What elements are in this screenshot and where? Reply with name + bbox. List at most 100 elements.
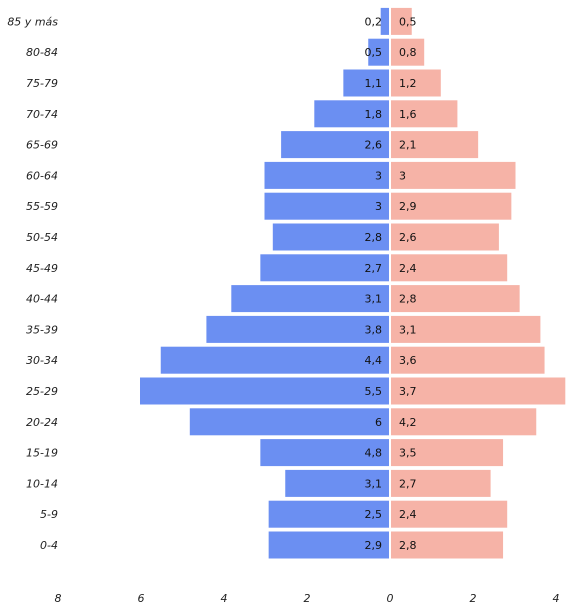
data-label-left-1: 0,5 <box>365 46 383 59</box>
bar-left-5 <box>264 161 389 189</box>
age-group-label-0: 85 y más <box>7 15 58 28</box>
age-group-label-5: 60-64 <box>26 169 58 182</box>
data-label-right-9: 2,8 <box>399 293 417 306</box>
bar-left-0 <box>380 7 389 35</box>
bar-left-16 <box>268 500 389 528</box>
age-group-label-8: 45-49 <box>26 262 58 275</box>
bar-left-3 <box>314 100 389 128</box>
age-group-label-17: 0-4 <box>40 539 58 552</box>
bar-left-12 <box>140 377 389 405</box>
bar-left-9 <box>231 285 389 313</box>
x-tick-label-4: 0 <box>387 592 394 605</box>
data-label-right-5: 3 <box>399 169 406 182</box>
data-label-right-1: 0,8 <box>399 46 417 59</box>
bar-right-7 <box>391 223 499 251</box>
age-group-label-16: 5-9 <box>40 508 58 521</box>
data-label-right-3: 1,6 <box>399 108 417 121</box>
age-group-label-1: 80-84 <box>26 46 58 59</box>
age-group-label-7: 50-54 <box>26 231 58 244</box>
bar-right-6 <box>391 192 512 220</box>
bar-right-8 <box>391 254 508 282</box>
bar-right-0 <box>391 7 412 35</box>
x-tick-label-2: 4 <box>221 592 228 605</box>
data-label-left-13: 6 <box>375 416 382 429</box>
data-label-right-0: 0,5 <box>399 15 417 28</box>
bar-left-15 <box>285 469 389 497</box>
age-group-label-15: 10-14 <box>26 477 58 490</box>
x-tick-label-6: 4 <box>553 592 560 605</box>
data-label-right-4: 2,1 <box>399 139 417 152</box>
age-group-label-14: 15-19 <box>26 447 58 460</box>
data-label-right-8: 2,4 <box>399 262 417 275</box>
bars-layer <box>140 7 566 559</box>
bar-right-15 <box>391 469 491 497</box>
age-group-label-11: 30-34 <box>26 354 58 367</box>
data-label-right-15: 2,7 <box>399 477 417 490</box>
bar-right-5 <box>391 161 516 189</box>
age-group-label-6: 55-59 <box>26 200 58 213</box>
bar-right-17 <box>391 531 504 559</box>
age-group-label-9: 40-44 <box>26 293 58 306</box>
data-label-right-17: 2,8 <box>399 539 417 552</box>
age-group-label-3: 70-74 <box>26 108 58 121</box>
bar-right-9 <box>391 285 520 313</box>
bar-right-4 <box>391 131 479 159</box>
bar-right-11 <box>391 346 545 374</box>
x-tick-label-0: 8 <box>55 592 62 605</box>
bar-right-10 <box>391 315 541 343</box>
age-group-label-13: 20-24 <box>26 416 58 429</box>
bar-left-1 <box>368 38 389 66</box>
bar-left-7 <box>272 223 389 251</box>
data-label-right-13: 4,2 <box>399 416 417 429</box>
data-label-left-9: 3,1 <box>365 293 383 306</box>
data-label-left-6: 3 <box>375 200 382 213</box>
x-tick-label-1: 6 <box>138 592 145 605</box>
data-label-left-14: 4,8 <box>365 447 383 460</box>
data-label-left-0: 0,2 <box>365 15 383 28</box>
data-label-left-8: 2,7 <box>365 262 383 275</box>
data-label-left-11: 4,4 <box>365 354 383 367</box>
age-group-label-2: 75-79 <box>26 77 58 90</box>
bar-left-17 <box>268 531 389 559</box>
data-label-right-7: 2,6 <box>399 231 417 244</box>
age-group-label-4: 65-69 <box>26 139 58 152</box>
data-label-right-12: 3,7 <box>399 385 417 398</box>
age-labels-layer: 85 y más 80-84 75-79 70-74 65-69 60-64 55-59 50… <box>7 15 58 552</box>
bar-left-14 <box>260 439 389 467</box>
x-tick-label-3: 2 <box>304 592 311 605</box>
bar-left-13 <box>189 408 389 436</box>
bar-right-12 <box>391 377 566 405</box>
data-label-left-15: 3,1 <box>365 477 383 490</box>
bar-left-10 <box>206 315 389 343</box>
data-label-left-2: 1,1 <box>365 77 383 90</box>
data-label-left-7: 2,8 <box>365 231 383 244</box>
bar-left-4 <box>281 131 389 159</box>
bar-right-13 <box>391 408 537 436</box>
bar-left-2 <box>343 69 389 97</box>
bar-right-1 <box>391 38 425 66</box>
bar-right-3 <box>391 100 458 128</box>
data-label-right-6: 2,9 <box>399 200 417 213</box>
data-label-right-10: 3,1 <box>399 323 417 336</box>
data-label-right-2: 1,2 <box>399 77 417 90</box>
bar-left-11 <box>160 346 389 374</box>
data-label-right-11: 3,6 <box>399 354 417 367</box>
data-label-left-12: 5,5 <box>365 385 383 398</box>
data-label-left-10: 3,8 <box>365 323 383 336</box>
x-tick-label-5: 2 <box>470 592 477 605</box>
age-group-label-10: 35-39 <box>26 323 58 336</box>
data-label-left-17: 2,9 <box>365 539 383 552</box>
x-axis-ticks: 8 6 4 2 0 2 4 <box>55 592 560 605</box>
age-group-label-12: 25-29 <box>26 385 58 398</box>
data-label-left-4: 2,6 <box>365 139 383 152</box>
data-label-right-16: 2,4 <box>399 508 417 521</box>
data-label-left-16: 2,5 <box>365 508 383 521</box>
bar-left-6 <box>264 192 389 220</box>
bar-left-8 <box>260 254 389 282</box>
bar-right-14 <box>391 439 504 467</box>
bar-right-2 <box>391 69 441 97</box>
data-label-left-5: 3 <box>375 169 382 182</box>
data-label-right-14: 3,5 <box>399 447 417 460</box>
data-label-left-3: 1,8 <box>365 108 383 121</box>
